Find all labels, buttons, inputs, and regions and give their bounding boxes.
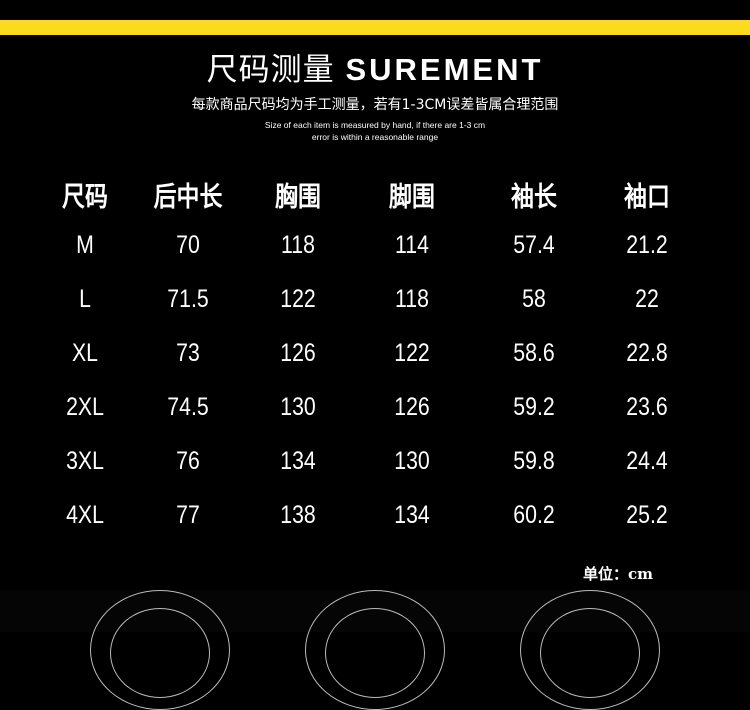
table-cell: 134 [280,447,316,475]
table-header: 后中长 [153,182,223,213]
table-cell: 59.8 [513,447,555,475]
table-cell: 70 [176,231,200,259]
table-cell: 23.6 [626,393,668,421]
table-cell: 122 [394,339,430,367]
table-cell: 130 [280,393,316,421]
table-cell: 126 [280,339,316,367]
table-cell: 22.8 [626,339,668,367]
table-cell: 122 [280,285,316,313]
table-cell: L [79,285,91,313]
table-cell: M [76,231,94,259]
table-cell: 24.4 [626,447,668,475]
table-cell: 130 [394,447,430,475]
circle-outline [110,608,210,698]
table-header: 脚围 [389,182,435,213]
table-cell: 2XL [66,393,104,421]
table-cell: 76 [176,447,200,475]
table-cell: XL [71,339,99,367]
note-en-1: Size of each item is measured by hand, i… [264,120,486,130]
title-en: SUREMENT [345,52,544,87]
table-cell: 58 [522,285,546,313]
table-cell: 118 [395,285,429,313]
table-header: 袖口 [624,182,670,213]
table-header: 袖长 [511,182,557,213]
circle-outline [325,608,425,698]
table-cell: 21.2 [626,231,668,259]
table-cell: 60.2 [513,501,555,529]
circle-outline [540,608,640,698]
table-cell: 126 [394,393,430,421]
title-cn: 尺码测量 [206,52,335,88]
table-cell: 138 [280,501,316,529]
note-en-2: error is within a reasonable range [311,132,439,142]
table-cell: 25.2 [626,501,668,529]
table-cell: 4XL [66,501,104,529]
table-header: 胸围 [275,182,321,213]
table-cell: 58.6 [513,339,555,367]
table-cell: 114 [395,231,429,259]
page-title: 尺码测量 SUREMENT [0,44,750,89]
table-cell: 74.5 [167,393,209,421]
subtitle: 每款商品尺码均为手工测量，若有1-3CM误差皆属合理范围 [191,97,559,113]
table-cell: 3XL [66,447,104,475]
table-cell: 57.4 [513,231,555,259]
yellow-band [0,20,750,35]
table-cell: 59.2 [513,393,555,421]
table-header: 尺码 [62,182,108,213]
table-cell: 77 [176,501,200,529]
table-cell: 118 [281,231,315,259]
table-cell: 134 [394,501,430,529]
table-cell: 71.5 [167,285,209,313]
table-cell: 22 [635,285,659,313]
table-cell: 73 [176,339,200,367]
unit-label: 单位：cm [583,565,654,583]
